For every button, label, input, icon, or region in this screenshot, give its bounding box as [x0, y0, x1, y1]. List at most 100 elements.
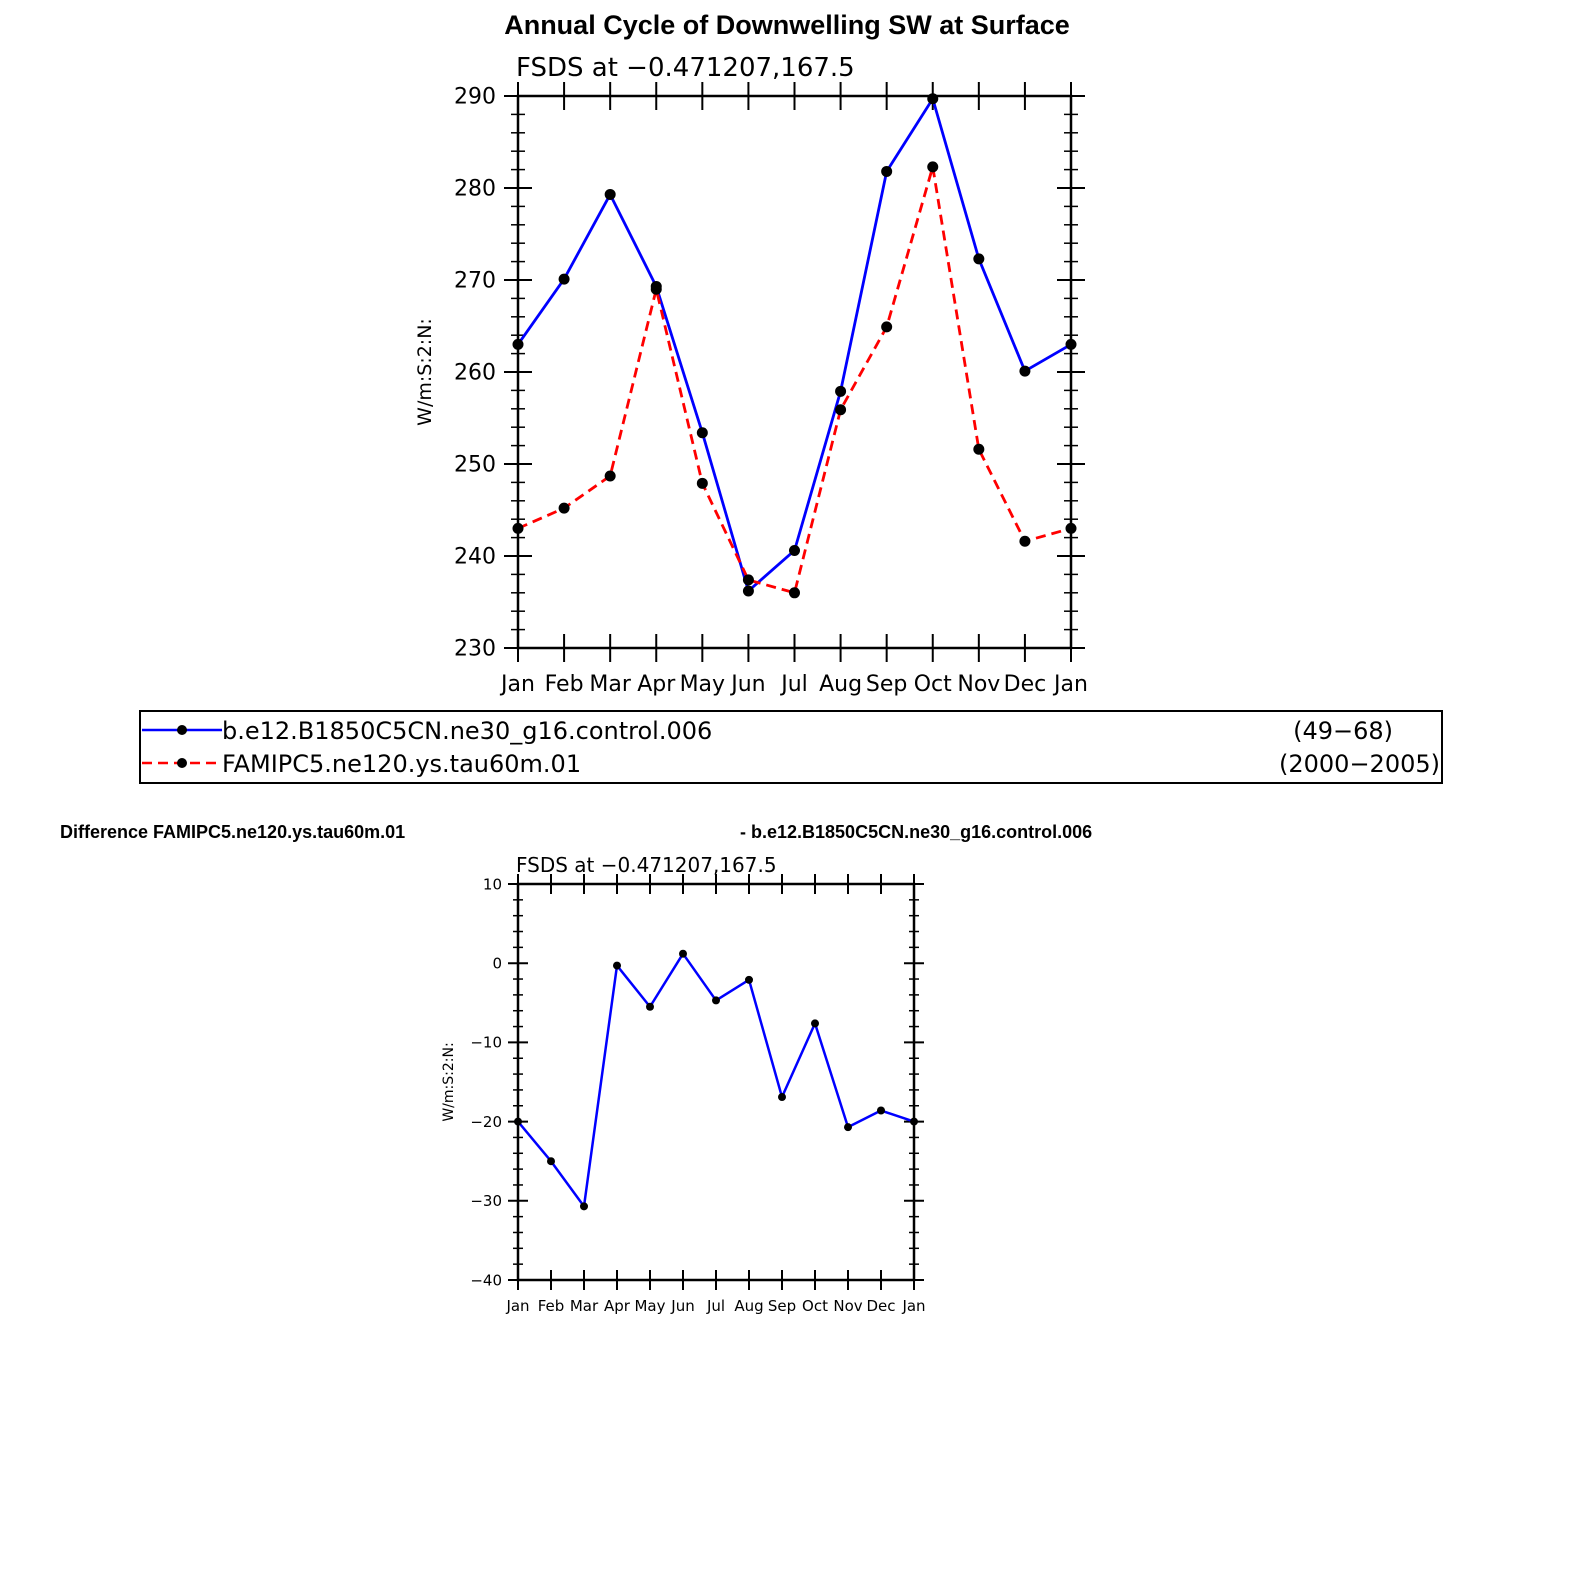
legend-box [139, 710, 1443, 784]
legend: b.e12.B1850C5CN.ne30_g16.control.006 (49… [139, 710, 1443, 784]
main-title: Annual Cycle of Downwelling SW at Surfac… [504, 10, 1070, 40]
x-tick-label: Feb [545, 672, 584, 697]
data-point [1019, 535, 1031, 547]
data-point [835, 404, 847, 416]
series-line-0 [516, 97, 1072, 593]
legend-years-control: (49−68) [1293, 717, 1393, 745]
y-tick-label: 280 [454, 177, 496, 202]
data-point [580, 1202, 588, 1211]
x-tick-label: Nov [833, 1297, 862, 1315]
legend-label-control: b.e12.B1850C5CN.ne30_g16.control.006 [222, 717, 712, 745]
legend-years-famip: (2000−2005) [1279, 750, 1440, 778]
plot-frame [516, 94, 1073, 650]
x-tick-label: May [634, 1297, 665, 1315]
data-point [679, 949, 687, 958]
series-line-0 [517, 952, 915, 1208]
data-point [973, 443, 985, 455]
data-point [512, 522, 524, 534]
data-point [844, 1123, 852, 1132]
x-tick-label: Jan [499, 672, 535, 697]
y-tick-label: 270 [454, 269, 496, 294]
data-point [881, 321, 893, 333]
data-point [613, 961, 621, 970]
data-point [512, 338, 524, 350]
data-point [558, 273, 570, 285]
data-point [881, 165, 893, 177]
legend-marker-famip [177, 758, 187, 768]
legend-marker-control [177, 725, 187, 735]
x-tick-label: Feb [538, 1297, 565, 1315]
y-tick-label: 230 [454, 637, 496, 662]
data-point [910, 1117, 918, 1126]
x-tick-label: Oct [802, 1297, 828, 1315]
data-point [811, 1019, 819, 1028]
x-tick-label: Mar [570, 1297, 599, 1315]
data-point [712, 996, 720, 1005]
x-tick-label: May [680, 672, 725, 697]
x-tick-label: Oct [914, 672, 952, 697]
data-point [973, 253, 985, 265]
y-tick-label: 0 [492, 954, 502, 972]
data-point [696, 427, 708, 439]
data-point [604, 470, 616, 482]
data-point [877, 1106, 885, 1115]
x-tick-label: Nov [957, 672, 1000, 697]
data-point [745, 975, 753, 984]
y-tick-label: 260 [454, 361, 496, 386]
x-tick-label: Jan [505, 1297, 529, 1315]
data-point [547, 1157, 555, 1166]
data-point [778, 1093, 786, 1102]
data-point [1065, 522, 1077, 534]
y-tick-label: −10 [470, 1034, 502, 1052]
x-tick-label: Jun [670, 1297, 694, 1315]
data-point [1065, 338, 1077, 350]
y-axis-label: W/m:S:2:N: [441, 1042, 457, 1121]
data-point [742, 585, 754, 597]
data-point [835, 385, 847, 397]
x-tick-label: Sep [768, 1297, 796, 1315]
y-tick-label: 10 [483, 875, 502, 893]
plot-subtitle: FSDS at −0.471207,167.5 [516, 53, 855, 83]
y-tick-label: 290 [454, 85, 496, 110]
x-tick-label: Jul [706, 1297, 725, 1315]
data-point [646, 1002, 654, 1011]
y-axis-label: W/m:S:2:N: [414, 318, 436, 426]
data-point [789, 544, 800, 556]
x-tick-label: Jan [901, 1297, 925, 1315]
x-tick-label: Jul [779, 672, 808, 697]
x-tick-label: Mar [589, 672, 631, 697]
data-point [558, 502, 570, 514]
difference-chart: FSDS at −0.471207,167.5 W/m:S:2:N: Jan Feb M… [441, 853, 926, 1315]
y-tick-label: −20 [470, 1113, 502, 1131]
difference-title-left: Difference FAMIPC5.ne120.ys.tau60m.01 [60, 822, 405, 842]
x-tick-label: Jun [729, 672, 765, 697]
data-point [604, 188, 616, 200]
data-point [1019, 365, 1031, 377]
x-tick-label: Apr [637, 672, 676, 697]
x-tick-label: Aug [734, 1297, 763, 1315]
legend-label-famip: FAMIPC5.ne120.ys.tau60m.01 [222, 750, 581, 778]
x-tick-label: Jan [1052, 672, 1088, 697]
annual-cycle-chart: FSDS at −0.471207,167.5W/m:S:2:N:Jan Feb M… [414, 53, 1088, 697]
series-line-1 [517, 165, 1072, 595]
data-point [927, 161, 939, 173]
data-point [514, 1117, 522, 1126]
x-tick-label: Apr [604, 1297, 631, 1315]
x-tick-label: Aug [819, 672, 862, 697]
x-tick-label: Dec [1004, 672, 1047, 697]
data-point [927, 93, 939, 105]
y-tick-label: 240 [454, 545, 496, 570]
y-tick-label: −30 [470, 1192, 502, 1210]
plot-subtitle: FSDS at −0.471207,167.5 [516, 853, 777, 877]
data-point [789, 587, 800, 599]
data-point [742, 574, 754, 586]
x-tick-label: Dec [866, 1297, 895, 1315]
x-tick-label: Sep [866, 672, 907, 697]
data-point [696, 477, 708, 489]
plot-frame [516, 882, 916, 1282]
difference-title-right: - b.e12.B1850C5CN.ne30_g16.control.006 [740, 822, 1092, 842]
data-point [650, 283, 662, 295]
y-tick-label: 250 [454, 453, 496, 478]
y-tick-label: −40 [470, 1271, 502, 1289]
